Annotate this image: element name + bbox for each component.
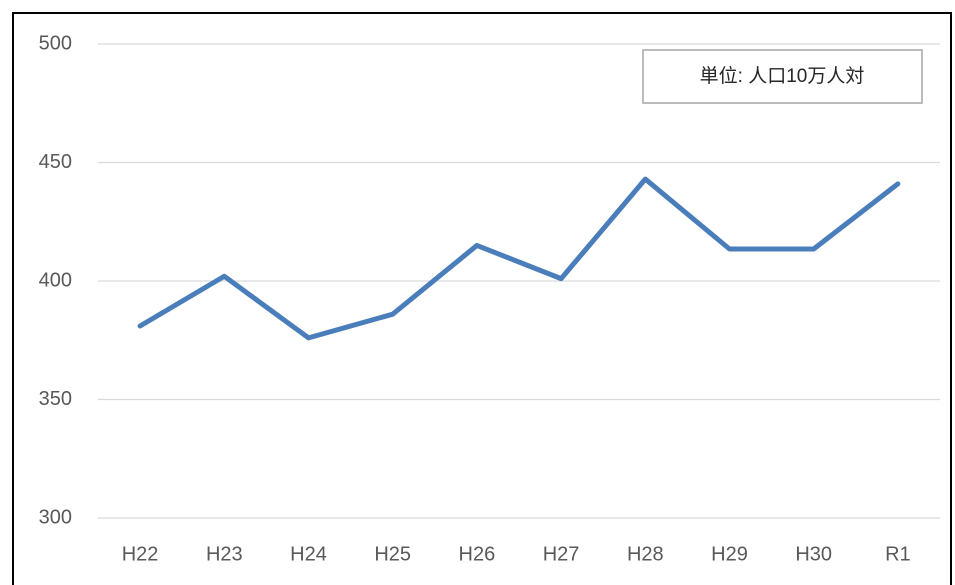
x-tick-label: H25 [374,543,411,565]
x-tick-label: H26 [459,543,496,565]
annotation: 単位: 人口10万人対 [700,65,865,87]
x-tick-label: H23 [206,543,243,565]
y-tick-label: 400 [39,269,72,291]
annotation-box [642,49,923,104]
y-tick-label: 350 [39,388,72,410]
y-tick-label: 500 [39,32,72,54]
y-tick-label: 300 [39,506,72,528]
y-tick-label: 450 [39,151,72,173]
x-tick-label: H29 [711,543,748,565]
x-tick-label: H27 [543,543,580,565]
x-tick-label: H30 [795,543,832,565]
x-tick-label: H28 [627,543,664,565]
x-tick-label: H24 [290,543,327,565]
x-tick-label: H22 [122,543,159,565]
frame [12,12,952,585]
x-tick-label: R1 [885,543,911,565]
data-line [137,176,901,341]
